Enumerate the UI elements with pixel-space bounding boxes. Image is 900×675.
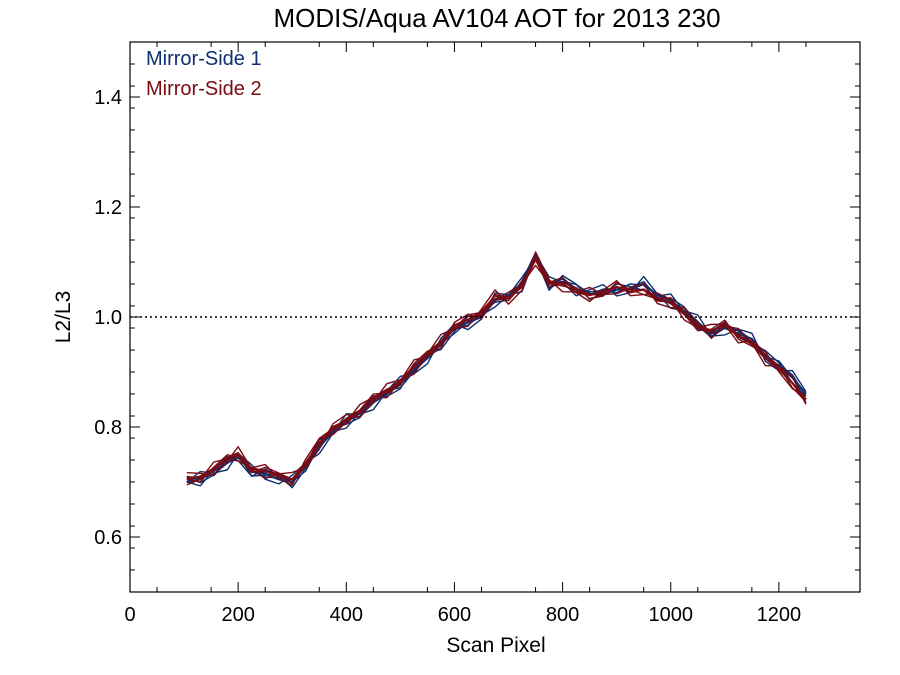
x-tick-label: 200 [221, 604, 254, 626]
y-tick-label: 1.2 [94, 197, 122, 219]
x-tick-label: 1000 [648, 604, 693, 626]
x-tick-label: 0 [124, 604, 135, 626]
x-tick-label: 1200 [757, 604, 802, 626]
series-line-2-bundle [186, 251, 807, 480]
series-line-1-bundle [186, 251, 807, 484]
chart-title: MODIS/Aqua AV104 AOT for 2013 230 [273, 3, 720, 33]
series-line-1-bundle [186, 252, 807, 480]
legend-mirror-side-1: Mirror-Side 1 [146, 48, 262, 70]
y-axis-label: L2/L3 [52, 291, 75, 344]
series-line-1-bundle [186, 253, 807, 485]
y-tick-label: 0.8 [94, 417, 122, 439]
series-line-1-bundle [186, 257, 807, 489]
series-line-2-bundle [186, 264, 807, 486]
series-layer [186, 251, 807, 489]
legend-mirror-side-2: Mirror-Side 2 [146, 78, 262, 100]
series-line-2-bundle [186, 259, 807, 485]
y-tick-label: 1.4 [94, 87, 122, 109]
series-line-2-bundle [186, 256, 807, 480]
x-axis-label: Scan Pixel [446, 634, 545, 657]
x-tick-label: 400 [330, 604, 363, 626]
x-tick-label: 600 [438, 604, 471, 626]
tick-layer: 0 200 400 600 800 1000 1200 0.6 0.8 1.0 1.2 1.4 [94, 42, 860, 626]
y-tick-label: 1.0 [94, 307, 122, 329]
y-tick-label: 0.6 [94, 527, 122, 549]
series-line-2 [186, 258, 807, 481]
x-tick-label: 800 [546, 604, 579, 626]
